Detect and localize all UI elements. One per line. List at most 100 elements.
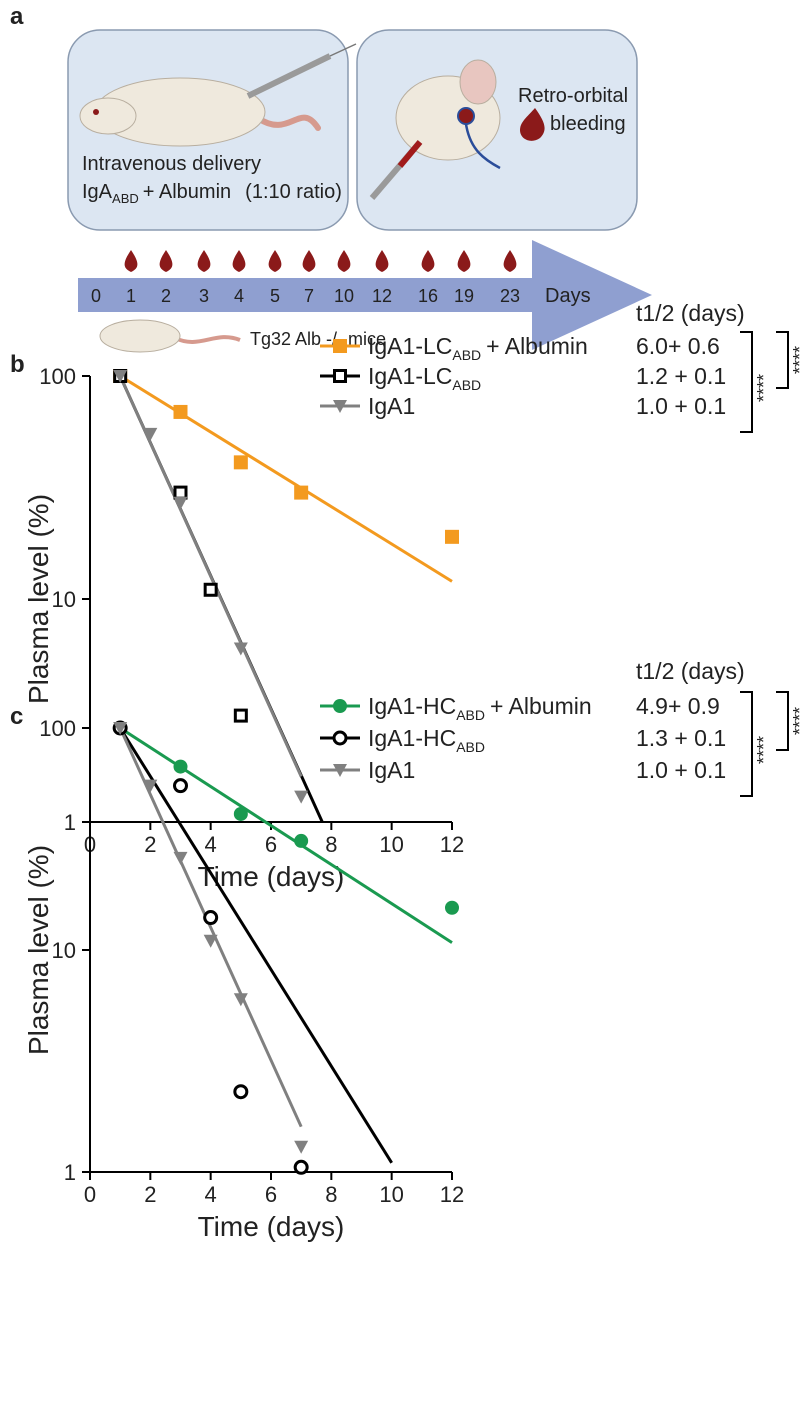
legend-marker <box>333 699 347 713</box>
day-label: 0 <box>91 286 101 306</box>
day-label: 19 <box>454 286 474 306</box>
day-label: 4 <box>234 286 244 306</box>
point <box>294 833 309 848</box>
legend-marker <box>333 400 347 413</box>
point <box>113 722 128 735</box>
box-text: (1:10 ratio) <box>245 181 342 203</box>
box-text-sub: ABD <box>112 191 139 206</box>
point <box>173 496 188 510</box>
blood-drop <box>503 250 517 272</box>
y-tick-label: 100 <box>39 364 76 389</box>
y-tick-label: 1 <box>64 1160 76 1185</box>
legend-marker <box>333 339 347 353</box>
bracket <box>776 331 789 389</box>
legend-label-sub: ABD <box>452 377 481 393</box>
panel-label: c <box>10 703 23 730</box>
blood-drop <box>520 108 545 141</box>
significance: **** <box>754 736 774 764</box>
half-life: 1.0 + 0.1 <box>636 393 726 419</box>
legend-label: IgA1-LC <box>368 363 452 389</box>
point <box>233 708 248 723</box>
y-tick-label: 100 <box>39 716 76 741</box>
point <box>233 1084 249 1100</box>
syringe-needle <box>329 43 357 57</box>
half-life: 6.0+ 0.6 <box>636 333 720 359</box>
box-text: IgAABD + Albumin (1:10 ratio) <box>82 181 342 206</box>
significance: **** <box>790 346 800 374</box>
x-tick-label: 8 <box>325 832 337 857</box>
legend-label: IgA1-LCABD + Albumin <box>368 333 588 363</box>
legend-label: IgA1-LCABD <box>368 363 481 393</box>
box-text: + Albumin <box>143 181 231 203</box>
legend-label: + Albumin <box>490 693 592 719</box>
point <box>233 806 248 821</box>
fit-line <box>118 727 303 1128</box>
panel-label: b <box>10 351 25 378</box>
point <box>445 900 459 915</box>
syringe <box>246 53 332 99</box>
mouse-ear <box>459 59 497 105</box>
mouse-tail <box>255 114 321 131</box>
x-tick-label: 2 <box>144 832 156 857</box>
point <box>143 427 158 441</box>
mouse-body <box>99 319 181 353</box>
blood-drop <box>268 250 282 272</box>
legend-label: IgA1 <box>368 393 415 419</box>
day-label: 23 <box>500 286 520 306</box>
drops <box>124 250 517 272</box>
point <box>203 910 219 926</box>
x-tick-label: 2 <box>144 1182 156 1207</box>
fit-line <box>118 375 303 778</box>
legend-label: IgA1-HCABD + Albumin <box>368 693 592 723</box>
x-tick-label: 0 <box>84 1182 96 1207</box>
legend-label: IgA1-HCABD <box>368 725 485 755</box>
bracket <box>776 691 789 751</box>
point <box>203 582 218 597</box>
point <box>173 404 188 419</box>
point <box>173 759 188 774</box>
box-text: Intravenous delivery <box>82 153 261 175</box>
legend-label-sub: ABD <box>456 739 485 755</box>
point <box>293 1159 309 1175</box>
blood-drop <box>232 250 246 272</box>
point <box>294 1140 309 1154</box>
legend-title: t1/2 (days) <box>636 658 745 684</box>
legend-label-sub: ABD <box>452 347 481 363</box>
point <box>173 485 188 500</box>
point <box>203 934 218 948</box>
y-axis-title: Plasma level (%) <box>23 845 54 1055</box>
blood-drop <box>124 250 138 272</box>
day-label: 12 <box>372 286 392 306</box>
half-life: 1.3 + 0.1 <box>636 725 726 751</box>
legend-marker <box>333 369 347 383</box>
point <box>445 529 459 544</box>
y-axis-title: Plasma level (%) <box>23 494 54 704</box>
vein <box>464 123 501 170</box>
mouse-tail <box>174 335 241 344</box>
syringe-blood <box>397 140 423 168</box>
days-label: Days <box>545 285 591 307</box>
point <box>233 993 248 1007</box>
legend-label: IgA1-HC <box>368 725 456 751</box>
day-label: 1 <box>126 286 136 306</box>
blood-drop <box>337 250 351 272</box>
significance: **** <box>754 374 774 402</box>
blood-drop <box>375 250 389 272</box>
blood-drop <box>421 250 435 272</box>
day-label: 16 <box>418 286 438 306</box>
legend-label: + Albumin <box>486 333 588 359</box>
legend-label-sub: ABD <box>456 707 485 723</box>
x-axis-title: Time (days) <box>198 1211 345 1242</box>
legend-label: IgA1 <box>368 757 415 783</box>
x-tick-label: 6 <box>265 1182 277 1207</box>
box-text: IgA <box>82 181 113 203</box>
legend-label: IgA1-HC <box>368 693 456 719</box>
day-label: 10 <box>334 286 354 306</box>
significance: **** <box>790 707 800 735</box>
x-tick-label: 4 <box>205 832 217 857</box>
point <box>143 779 158 793</box>
half-life: 1.2 + 0.1 <box>636 363 726 389</box>
day-label: 3 <box>199 286 209 306</box>
bracket <box>740 331 753 433</box>
